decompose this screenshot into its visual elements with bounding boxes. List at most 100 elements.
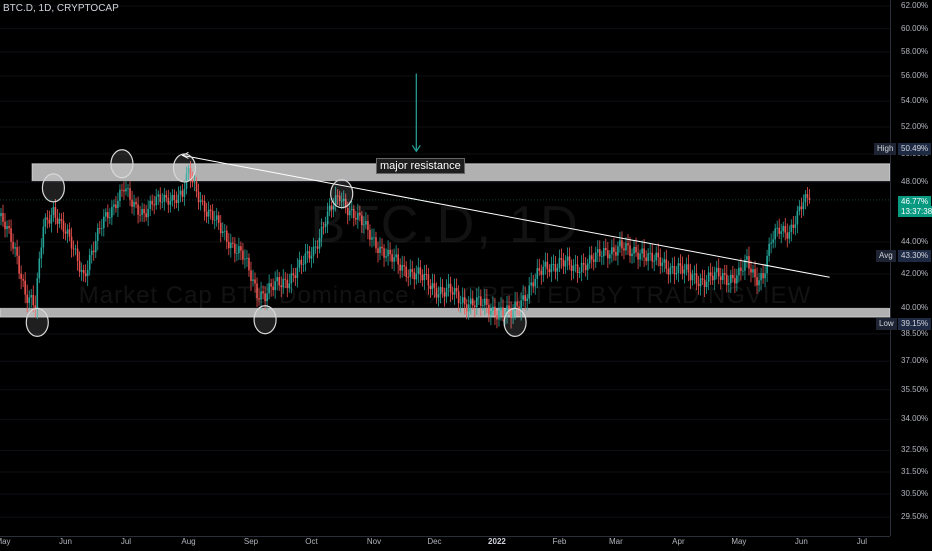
y-tick-label: 35.50% [901, 384, 929, 394]
candle-body [653, 260, 656, 262]
candle-body [413, 272, 416, 280]
candle-body [139, 214, 141, 216]
y-tick-label: 54.00% [901, 96, 929, 106]
candle-body [248, 257, 250, 271]
candle-body [288, 283, 291, 288]
candle-body [54, 207, 57, 218]
candle-body [778, 227, 781, 234]
candle-body [191, 180, 194, 183]
candle-body [246, 257, 248, 259]
candle-body [621, 240, 623, 249]
x-tick-label: Jul [856, 537, 867, 546]
candle-body [707, 272, 710, 282]
x-tick-label: Nov [366, 537, 382, 546]
candle-body [582, 262, 585, 265]
major-resistance-callout[interactable]: major resistance [376, 158, 465, 174]
candle-body [306, 251, 309, 254]
candle-body [641, 248, 643, 254]
candle-body [207, 209, 210, 217]
candle-body [550, 264, 553, 273]
time-scale[interactable] [0, 536, 890, 551]
candle-body [754, 269, 756, 278]
candle-body [730, 274, 732, 284]
candle-body [635, 246, 637, 253]
candle-body [292, 273, 295, 276]
candle-body [250, 270, 252, 281]
candle-body [225, 230, 228, 242]
candle-body [431, 283, 434, 290]
candle-body [350, 209, 353, 211]
candle-body [199, 200, 202, 203]
candle-body [260, 291, 262, 300]
candle-body [447, 283, 450, 288]
candle-body [538, 268, 541, 271]
low-value-badge: 39.15% [898, 318, 932, 330]
candle-body [725, 274, 728, 285]
candle-body [103, 216, 105, 229]
candle-body [637, 252, 639, 260]
candle-body [38, 258, 41, 279]
candle-body [455, 287, 458, 292]
candle-body [701, 278, 704, 280]
candle-body [60, 218, 63, 221]
candle-body [254, 279, 256, 284]
candle-body [530, 282, 533, 286]
candle-body [232, 242, 234, 244]
candle-body [179, 190, 182, 195]
candle-body [774, 228, 776, 240]
candle-body [221, 231, 224, 234]
candle-body [665, 259, 668, 269]
candle-body [125, 188, 127, 192]
candle-body [290, 273, 293, 284]
candle-body [586, 263, 589, 271]
candle-body [217, 215, 220, 223]
candle-body [24, 280, 26, 295]
candle-body [205, 211, 208, 217]
candle-body [760, 273, 762, 281]
candle-body [284, 278, 287, 280]
candle-body [201, 200, 204, 202]
y-tick-label: 40.00% [901, 302, 929, 312]
x-tick-label: Mar [609, 537, 623, 546]
x-tick-label: May [0, 537, 11, 546]
touch-point-circle [25, 307, 49, 337]
candle-body [161, 201, 164, 203]
candle-body [135, 201, 137, 205]
price-scale[interactable] [890, 0, 932, 536]
low-name-badge: Low [876, 318, 897, 330]
candle-body [348, 210, 351, 216]
candle-body [808, 197, 811, 200]
candle-body [30, 295, 33, 298]
candle-body [381, 246, 383, 249]
candle-body [584, 264, 587, 271]
candle-body [750, 268, 752, 273]
candle-body [661, 262, 664, 266]
candle-body [574, 264, 577, 266]
candle-body [159, 194, 162, 203]
candle-body [796, 211, 799, 225]
candle-body [506, 305, 508, 315]
candle-body [44, 217, 47, 227]
candle-body [738, 267, 740, 276]
candle-body [435, 287, 438, 298]
candle-body [141, 208, 143, 216]
candle-body [151, 200, 153, 205]
candle-body [68, 229, 71, 237]
candle-body [389, 249, 391, 255]
candle-body [32, 295, 35, 306]
candle-body [66, 229, 69, 234]
candle-body [42, 226, 45, 248]
candle-body [98, 228, 101, 229]
y-tick-label: 52.00% [901, 122, 929, 132]
candle-body [683, 269, 686, 274]
high-name-badge: High [874, 143, 897, 155]
y-tick-label: 31.50% [901, 466, 929, 476]
candle-body [312, 246, 315, 256]
candle-body [147, 208, 149, 218]
candle-body [675, 273, 678, 275]
candle-body [113, 204, 115, 207]
candle-body [175, 199, 178, 204]
candle-body [429, 285, 432, 290]
